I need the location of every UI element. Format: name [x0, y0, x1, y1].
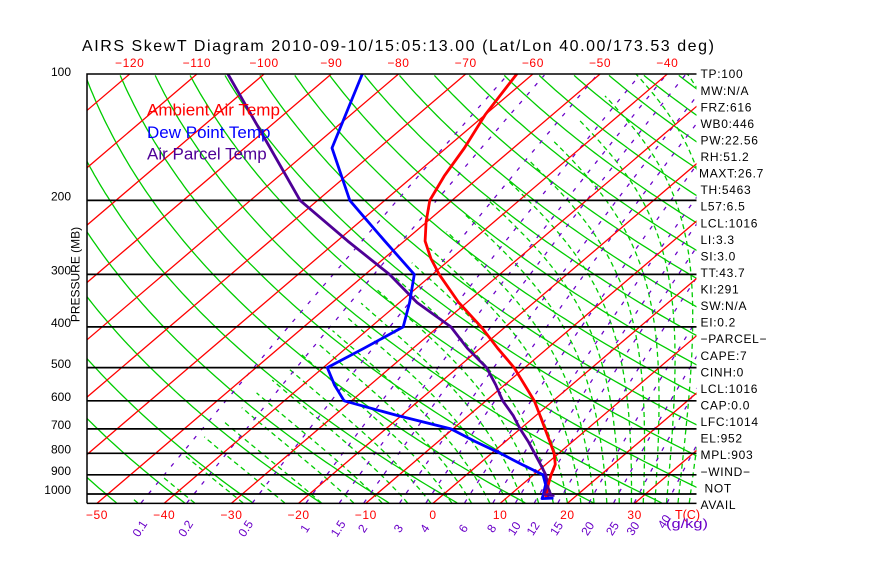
svg-text:−WIND−: −WIND−: [701, 465, 751, 479]
svg-text:−80: −80: [387, 56, 409, 70]
svg-text:TP:100: TP:100: [701, 67, 744, 81]
svg-text:900: 900: [51, 464, 71, 478]
svg-text:−50: −50: [86, 508, 108, 522]
svg-text:−50: −50: [589, 56, 611, 70]
svg-text:AVAIL: AVAIL: [701, 498, 737, 512]
svg-text:LFC:1014: LFC:1014: [701, 415, 759, 429]
svg-text:EI:0.2: EI:0.2: [701, 316, 737, 330]
svg-text:−40: −40: [153, 508, 175, 522]
svg-text:AIRS SkewT Diagram 2010-09-10/: AIRS SkewT Diagram 2010-09-10/15:05:13.0…: [82, 38, 715, 55]
svg-text:500: 500: [51, 357, 71, 371]
svg-text:−70: −70: [455, 56, 477, 70]
svg-text:200: 200: [51, 190, 71, 204]
svg-text:CAP:0.0: CAP:0.0: [701, 399, 751, 413]
svg-text:Air Parcel Temp: Air Parcel Temp: [147, 145, 267, 164]
svg-text:EL:952: EL:952: [701, 432, 743, 446]
svg-text:0: 0: [429, 508, 436, 522]
svg-text:LI:3.3: LI:3.3: [701, 233, 735, 247]
svg-text:800: 800: [51, 443, 71, 457]
svg-text:(g/kg): (g/kg): [666, 517, 708, 531]
svg-text:TH:5463: TH:5463: [701, 183, 752, 197]
svg-text:−20: −20: [288, 508, 310, 522]
svg-text:−30: −30: [220, 508, 242, 522]
svg-text:Ambient Air Temp: Ambient Air Temp: [147, 101, 280, 120]
svg-text:Dew Point Temp: Dew Point Temp: [147, 123, 270, 142]
svg-text:600: 600: [51, 390, 71, 404]
svg-text:CINH:0: CINH:0: [701, 365, 745, 379]
svg-text:L57:6.5: L57:6.5: [701, 200, 746, 214]
svg-text:−90: −90: [320, 56, 342, 70]
svg-text:PW:22.56: PW:22.56: [701, 134, 759, 148]
svg-text:1000: 1000: [44, 483, 71, 497]
svg-text:−60: −60: [522, 56, 544, 70]
svg-text:CAPE:7: CAPE:7: [701, 349, 748, 363]
svg-text:SI:3.0: SI:3.0: [701, 249, 737, 263]
svg-text:WB0:446: WB0:446: [701, 117, 755, 131]
svg-text:−100: −100: [249, 56, 278, 70]
svg-text:KI:291: KI:291: [701, 283, 740, 297]
svg-text:100: 100: [51, 65, 71, 79]
svg-text:MAXT:26.7: MAXT:26.7: [699, 167, 764, 181]
svg-text:−120: −120: [115, 56, 144, 70]
svg-text:PRESSURE (MB): PRESSURE (MB): [69, 227, 83, 322]
svg-text:SW:N/A: SW:N/A: [701, 299, 748, 313]
svg-text:20: 20: [560, 508, 575, 522]
svg-text:−110: −110: [183, 56, 212, 70]
svg-text:700: 700: [51, 418, 71, 432]
svg-text:−10: −10: [355, 508, 377, 522]
svg-text:MPL:903: MPL:903: [701, 448, 754, 462]
svg-text:10: 10: [493, 508, 508, 522]
svg-text:FRZ:616: FRZ:616: [701, 100, 753, 114]
svg-text:LCL:1016: LCL:1016: [701, 382, 759, 396]
svg-text:RH:51.2: RH:51.2: [701, 150, 750, 164]
svg-text:MW:N/A: MW:N/A: [701, 84, 750, 98]
svg-text:−40: −40: [656, 56, 678, 70]
svg-text:−PARCEL−: −PARCEL−: [701, 332, 768, 346]
svg-text:LCL:1016: LCL:1016: [701, 216, 759, 230]
svg-text:TT:43.7: TT:43.7: [701, 266, 746, 280]
svg-text:NOT: NOT: [705, 481, 732, 495]
